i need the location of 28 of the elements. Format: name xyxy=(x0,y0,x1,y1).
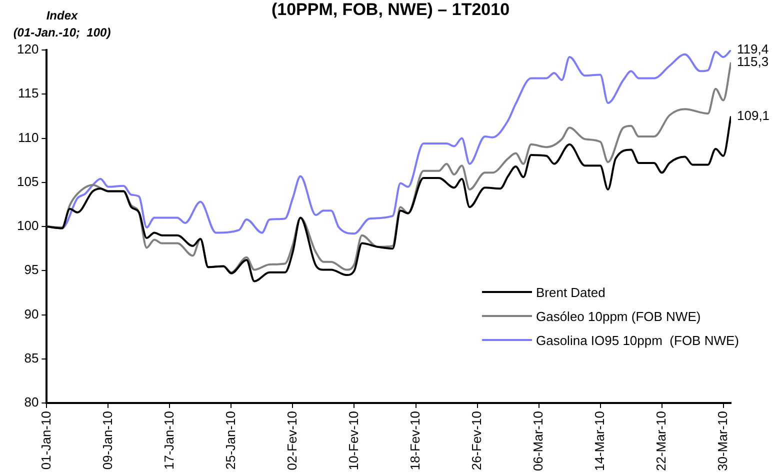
x-tick-label: 25-Jan-10 xyxy=(222,411,238,470)
y-axis-title: Index (01-Jan.-10; 100) xyxy=(13,8,111,40)
x-tick-label: 10-Fev-10 xyxy=(346,411,361,470)
x-tick-label: 01-Jan-10 xyxy=(38,411,54,470)
legend-label: Gasóleo 10ppm (FOB NWE) xyxy=(536,308,701,324)
y-tick-label: 100 xyxy=(16,218,39,234)
legend-label: Brent Dated xyxy=(536,284,606,300)
x-tick-label: 17-Jan-10 xyxy=(161,411,176,470)
x-tick-label: 14-Mar-10 xyxy=(592,411,607,471)
y-tick-label: 95 xyxy=(24,262,39,278)
x-tick-label: 06-Mar-10 xyxy=(530,411,546,471)
x-tick-label: 02-Fev-10 xyxy=(284,411,300,470)
chart-title: (10PPM, FOB, NWE) – 1T2010 xyxy=(271,0,510,19)
y-tick-label: 120 xyxy=(16,42,39,57)
y-tick-label: 90 xyxy=(24,306,39,322)
x-tick-label: 22-Mar-10 xyxy=(653,411,668,471)
x-tick-label: 09-Jan-10 xyxy=(100,411,115,470)
legend-label: Gasolina IO95 10ppm (FOB NWE) xyxy=(536,332,739,348)
y-tick-label: 115 xyxy=(18,86,39,101)
x-tick-label: 18-Fev-10 xyxy=(407,411,422,470)
annotation: 109,1 xyxy=(737,108,770,123)
line-series xyxy=(46,61,731,274)
y-tick-label: 80 xyxy=(24,394,39,410)
y-tick-label: 85 xyxy=(24,350,39,366)
y-tick-label: 110 xyxy=(18,130,39,145)
x-tick-label: 30-Mar-10 xyxy=(714,411,730,471)
x-tick-label: 26-Fev-10 xyxy=(468,411,484,470)
y-tick-label: 105 xyxy=(16,174,39,189)
